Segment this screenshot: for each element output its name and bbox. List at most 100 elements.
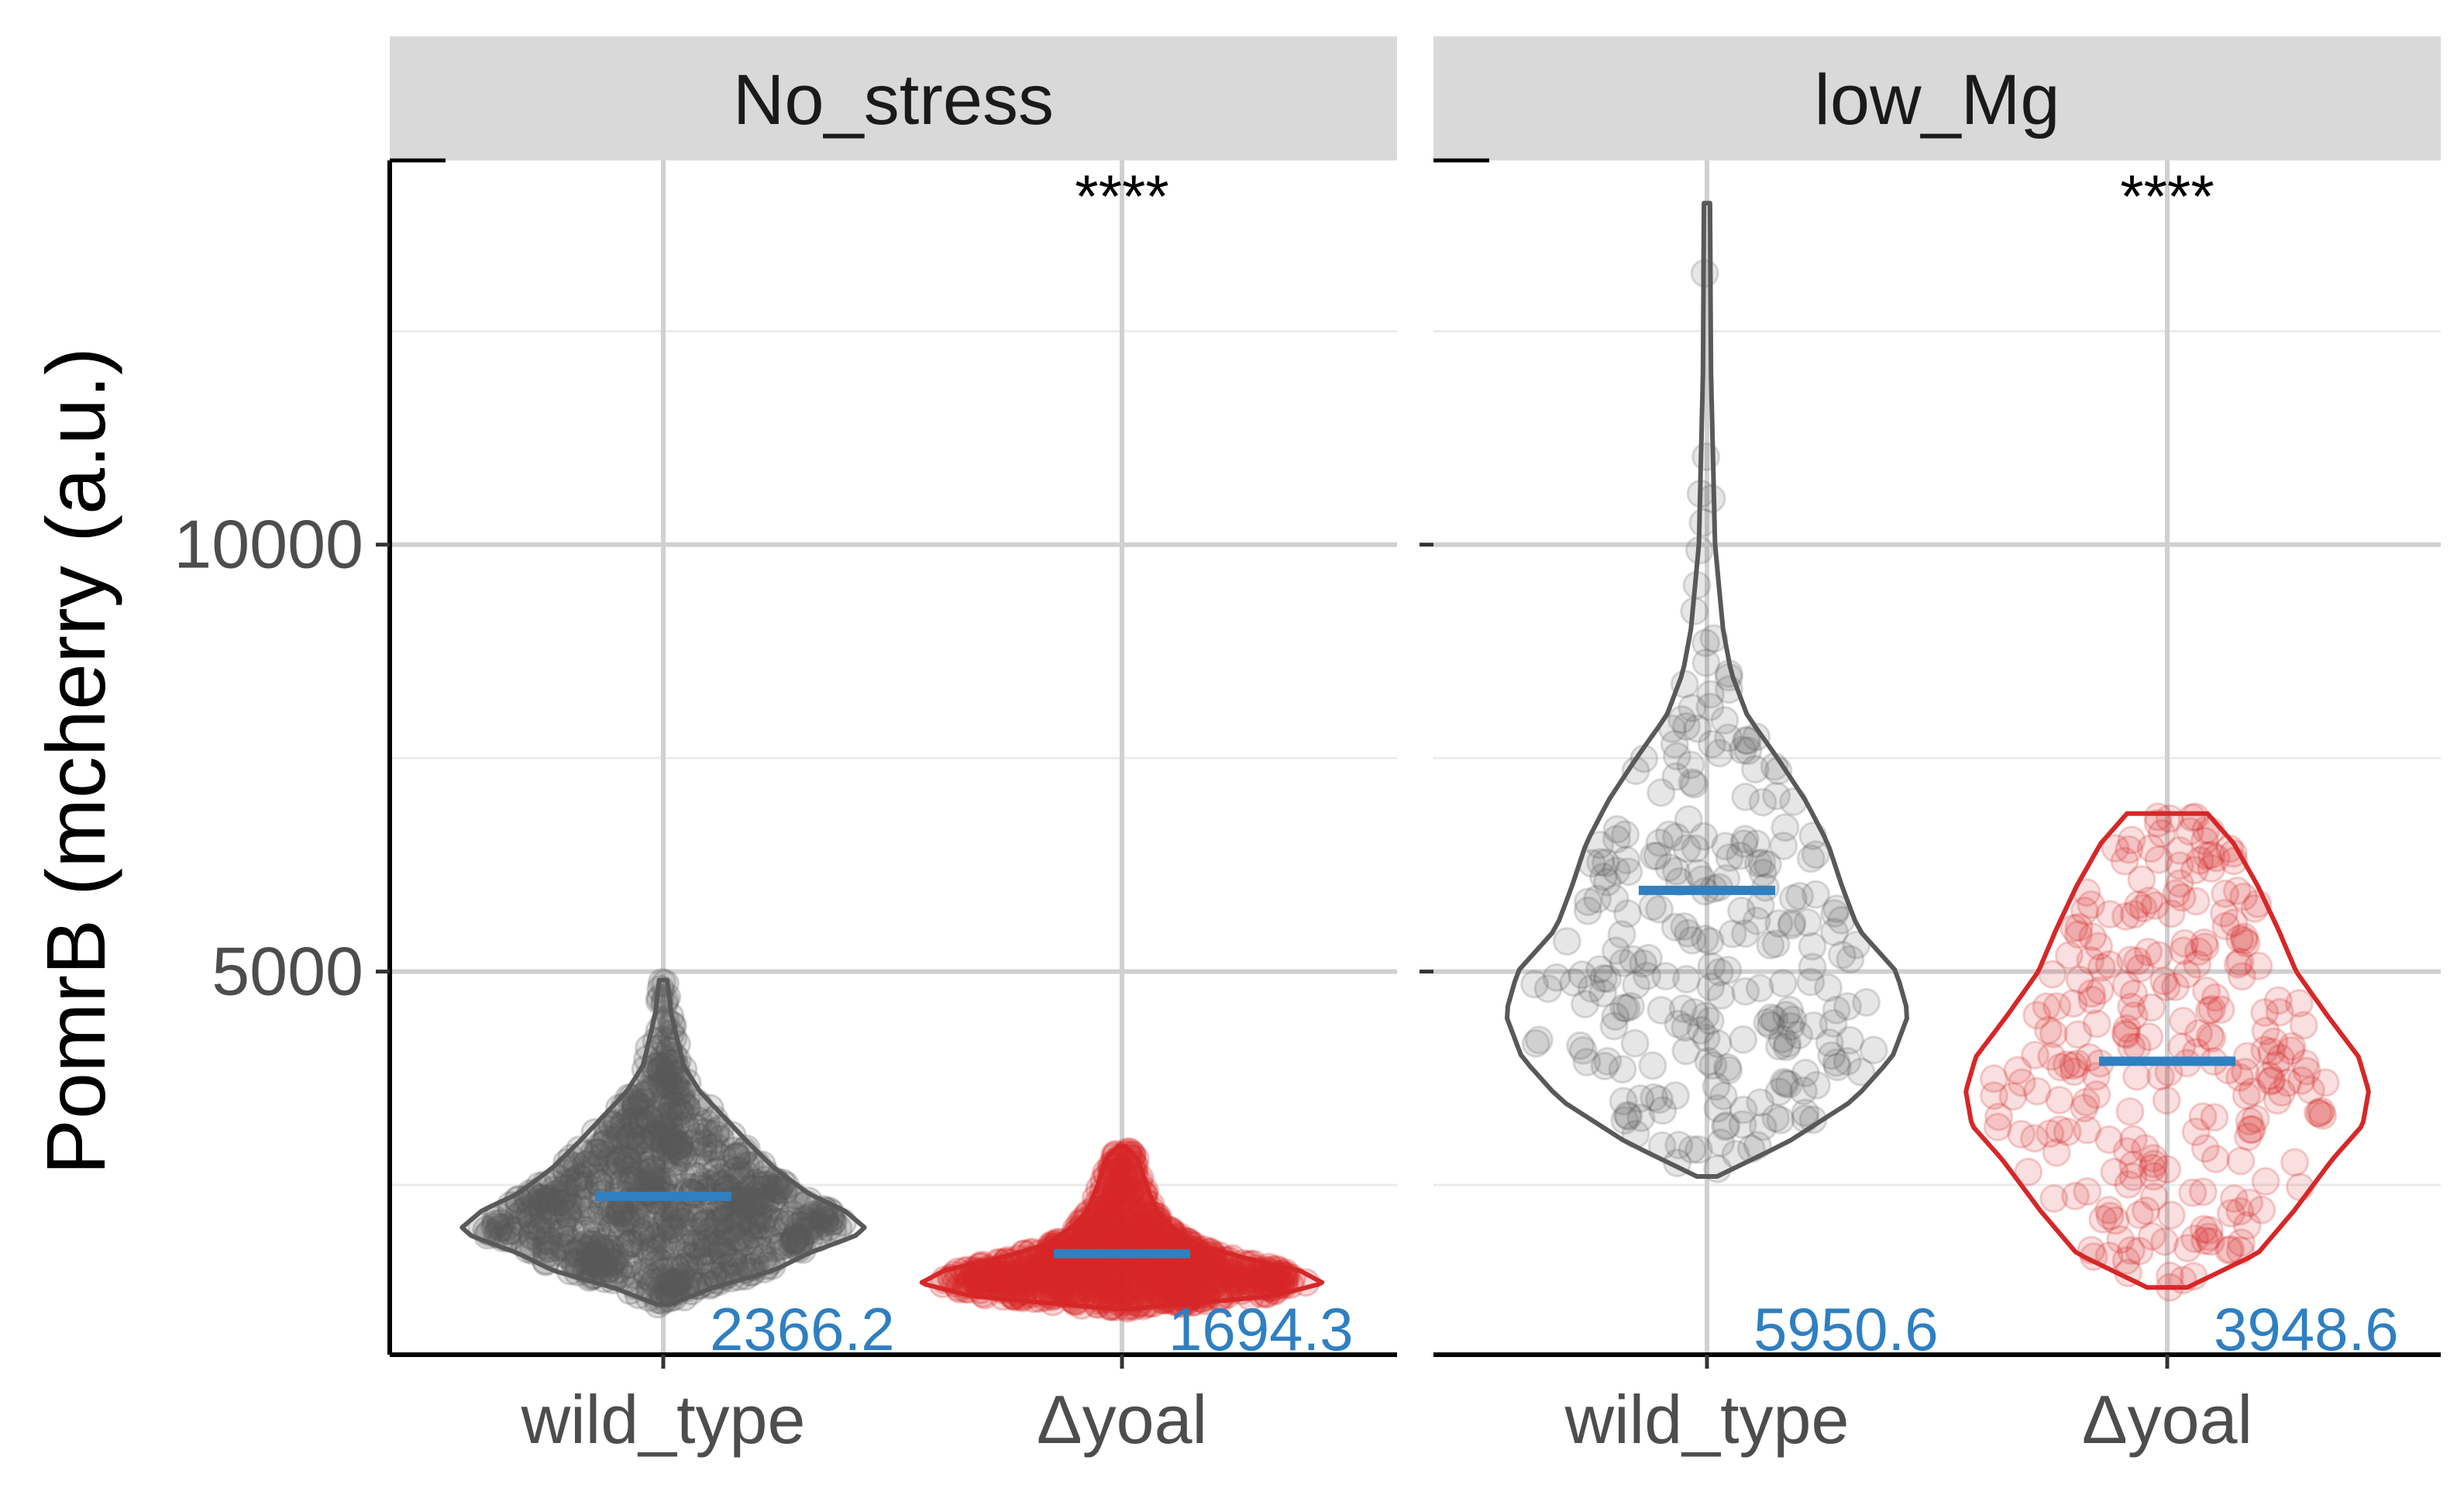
data-point	[535, 1187, 565, 1217]
data-point	[1745, 973, 1774, 1003]
data-point	[777, 1229, 807, 1258]
data-point	[628, 1081, 657, 1111]
data-point	[607, 1260, 636, 1290]
data-point	[718, 1121, 747, 1150]
data-point	[638, 1155, 668, 1184]
data-point	[2114, 1169, 2143, 1199]
data-point	[571, 1219, 601, 1249]
data-point	[585, 1232, 614, 1262]
data-point	[637, 1264, 666, 1293]
data-point	[1521, 1028, 1550, 1058]
data-point	[2073, 1176, 2102, 1206]
data-point	[625, 1093, 655, 1122]
data-point	[728, 1249, 757, 1278]
data-point	[542, 1180, 571, 1209]
data-point	[696, 1217, 725, 1245]
data-point	[2119, 979, 2149, 1008]
data-point	[566, 1162, 594, 1192]
data-point	[687, 1204, 716, 1233]
data-point	[625, 1159, 655, 1188]
data-point	[1065, 1209, 1094, 1238]
data-point	[656, 1101, 685, 1131]
data-point	[769, 1178, 798, 1207]
data-point	[690, 1118, 719, 1147]
data-point	[606, 1199, 635, 1228]
facet-strip-label: low_Mg	[1814, 60, 2060, 140]
data-point	[578, 1246, 607, 1276]
data-point	[810, 1207, 840, 1237]
data-point	[728, 1165, 757, 1194]
data-point	[763, 1175, 793, 1204]
data-point	[684, 1242, 714, 1272]
data-point	[692, 1108, 721, 1138]
data-point	[631, 1216, 660, 1245]
data-point	[537, 1183, 566, 1213]
data-point	[2095, 900, 2125, 929]
data-point	[2003, 1056, 2032, 1085]
facet-panel-No_stress: No_stress 5000 10000 **** wild_type 2366.2 Δyo…	[174, 36, 1397, 1458]
data-point	[660, 1252, 690, 1281]
data-point	[667, 1207, 697, 1236]
data-point	[762, 1175, 790, 1204]
data-point	[563, 1239, 592, 1269]
data-point	[607, 1223, 636, 1252]
data-point	[656, 1135, 685, 1164]
data-point	[651, 1066, 680, 1096]
data-point	[806, 1216, 835, 1245]
data-point	[514, 1187, 544, 1217]
x-tick-label: wild_type	[521, 1381, 806, 1458]
data-point	[807, 1202, 836, 1231]
data-point	[738, 1209, 767, 1238]
data-point	[2045, 1115, 2074, 1145]
data-point	[548, 1184, 577, 1213]
data-point	[643, 1099, 673, 1128]
data-point	[2039, 1184, 2069, 1213]
data-point	[651, 1145, 680, 1174]
data-point	[571, 1162, 601, 1191]
data-point	[630, 1233, 659, 1262]
data-point	[581, 1149, 611, 1179]
data-point	[553, 1188, 583, 1218]
data-point	[2200, 1103, 2229, 1132]
data-point	[1609, 993, 1639, 1022]
data-point	[1718, 919, 1747, 949]
data-point	[650, 1224, 680, 1254]
data-point	[2127, 865, 2156, 894]
data-point	[2118, 1125, 2148, 1154]
data-point	[2022, 1076, 2052, 1106]
data-point	[716, 1214, 745, 1244]
data-point	[690, 1228, 720, 1258]
data-point	[641, 1262, 670, 1291]
data-point	[663, 1266, 693, 1296]
data-point	[1712, 1111, 1741, 1140]
data-point	[630, 1121, 659, 1150]
data-point	[654, 1121, 683, 1151]
data-point	[735, 1175, 764, 1204]
mean-value-label: 2366.2	[710, 1295, 895, 1363]
data-point	[766, 1209, 795, 1238]
data-point	[628, 1222, 657, 1252]
data-point	[646, 1069, 676, 1098]
data-point	[550, 1239, 580, 1269]
data-point	[753, 1183, 783, 1212]
data-point	[600, 1150, 629, 1180]
data-point	[552, 1148, 582, 1177]
data-point	[594, 1241, 624, 1270]
data-point	[495, 1217, 525, 1246]
data-point	[493, 1212, 522, 1242]
data-point	[1638, 1051, 1667, 1080]
data-point	[552, 1199, 582, 1228]
data-point	[612, 1156, 642, 1185]
data-point	[689, 1210, 718, 1239]
data-point	[553, 1196, 583, 1225]
data-point	[577, 1229, 607, 1259]
data-point	[755, 1204, 784, 1233]
data-point	[649, 1104, 679, 1133]
data-point	[645, 1233, 675, 1262]
data-point	[661, 1202, 690, 1231]
data-point	[649, 1132, 679, 1162]
data-point	[542, 1180, 570, 1209]
data-point	[715, 1238, 745, 1268]
data-point	[481, 1209, 511, 1238]
